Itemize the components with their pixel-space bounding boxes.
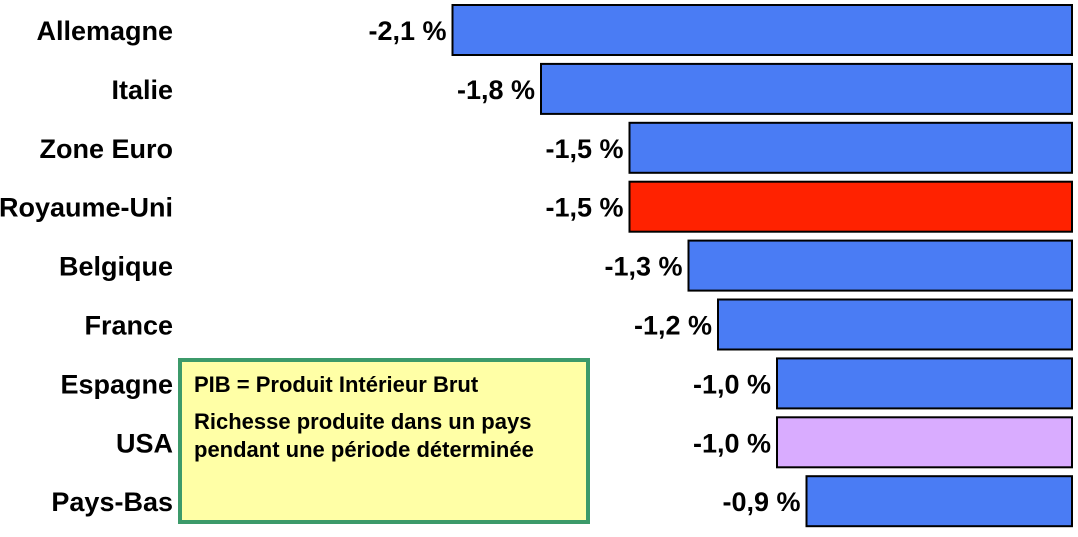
category-label-pays-bas: Pays-Bas: [51, 487, 173, 517]
category-label-italie: Italie: [111, 75, 173, 105]
value-label-espagne: -1,0 %: [693, 369, 771, 399]
category-label-zone-euro: Zone Euro: [40, 134, 174, 164]
category-label-france: France: [84, 311, 173, 341]
value-label-royaume-uni: -1,5 %: [545, 193, 623, 223]
value-label-allemagne: -2,1 %: [368, 16, 446, 46]
definition-note-box: PIB = Produit Intérieur Brut Richesse pr…: [178, 358, 590, 524]
bar-france: [717, 298, 1073, 351]
category-label-royaume-uni: Royaume-Uni: [0, 193, 173, 223]
note-line-2: Richesse produite dans un pays pendant u…: [194, 409, 534, 462]
bar-italie: [540, 62, 1073, 115]
category-label-espagne: Espagne: [60, 369, 173, 399]
bar-allemagne: [451, 4, 1073, 56]
value-label-zone-euro: -1,5 %: [545, 134, 623, 164]
value-label-usa: -1,0 %: [693, 428, 771, 458]
bar-belgique: [687, 239, 1073, 292]
value-label-italie: -1,8 %: [457, 75, 535, 105]
bar-espagne: [776, 357, 1073, 410]
bar-zone-euro: [628, 121, 1073, 174]
note-line-1: PIB = Produit Intérieur Brut: [194, 372, 479, 397]
category-label-belgique: Belgique: [59, 252, 173, 282]
bar-pays-bas: [805, 475, 1073, 528]
value-label-belgique: -1,3 %: [604, 252, 682, 282]
category-label-usa: USA: [116, 428, 173, 458]
bar-royaume-uni: [628, 180, 1073, 233]
value-label-pays-bas: -0,9 %: [722, 487, 800, 517]
value-label-france: -1,2 %: [634, 311, 712, 341]
category-label-allemagne: Allemagne: [36, 16, 173, 46]
bar-usa: [776, 416, 1073, 469]
